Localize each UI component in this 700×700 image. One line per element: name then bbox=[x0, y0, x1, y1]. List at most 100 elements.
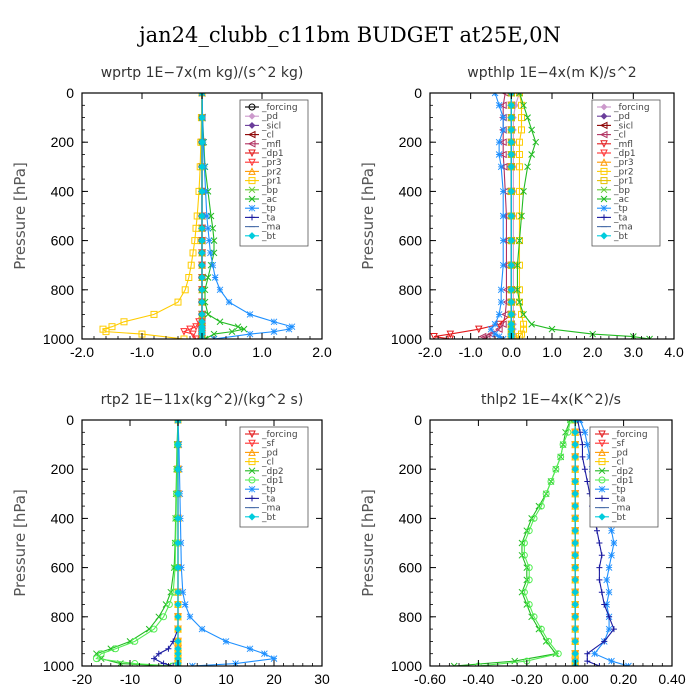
data-point_bt bbox=[571, 490, 579, 498]
y-tick-label: 400 bbox=[51, 183, 75, 199]
data-point_tp bbox=[499, 188, 507, 195]
data-point_ac bbox=[204, 311, 212, 318]
data-point_tp bbox=[591, 650, 598, 658]
y-axis-label: Pressure [hPa] bbox=[11, 162, 29, 270]
data-point_dp2 bbox=[535, 625, 543, 633]
data-point_tp bbox=[487, 325, 495, 333]
data-point_bt bbox=[571, 563, 579, 572]
y-tick-label: 400 bbox=[399, 183, 423, 199]
legend-marker bbox=[600, 149, 608, 158]
data-point_tp bbox=[285, 325, 293, 333]
legend-marker bbox=[247, 130, 256, 139]
data-point_bt bbox=[571, 428, 579, 437]
legend-entry: _cl bbox=[611, 458, 624, 468]
data-point_ta bbox=[165, 645, 172, 652]
legend-marker bbox=[248, 232, 256, 240]
legend-entry: _dp1 bbox=[261, 476, 284, 486]
data-point_pr1 bbox=[191, 237, 199, 245]
data-point_tp bbox=[581, 428, 589, 436]
data-point_dp1 bbox=[131, 660, 139, 666]
data-point_ac bbox=[528, 320, 536, 328]
data-point_tp bbox=[261, 650, 268, 658]
data-point_pr2 bbox=[515, 286, 523, 294]
data-point_dp1 bbox=[545, 637, 553, 645]
legend-entry: _tp bbox=[611, 485, 626, 495]
data-point_dp1 bbox=[537, 625, 545, 633]
data-point_ac bbox=[209, 224, 217, 232]
data-point_tp bbox=[495, 333, 503, 339]
legend-marker bbox=[600, 167, 608, 175]
x-tick-label: -20 bbox=[72, 671, 92, 687]
data-point_ac bbox=[240, 325, 248, 333]
legend-entry: _ma bbox=[611, 504, 631, 514]
data-point_bt bbox=[507, 298, 516, 306]
data-point_bt bbox=[571, 502, 579, 510]
y-tick-label: 800 bbox=[51, 282, 75, 298]
data-point_dp1 bbox=[112, 645, 120, 653]
data-point_bt bbox=[571, 539, 579, 547]
series-line_dp2 bbox=[454, 420, 571, 666]
x-tick-label: -0.20 bbox=[511, 671, 543, 687]
data-point_pr1 bbox=[120, 318, 128, 326]
data-point_bt bbox=[174, 625, 182, 633]
data-point_dp1 bbox=[552, 465, 560, 473]
data-point_pr1 bbox=[102, 328, 110, 336]
legend-marker bbox=[248, 204, 256, 212]
data-point_dp1 bbox=[547, 478, 555, 485]
series-line_ta bbox=[577, 420, 615, 666]
y-tick-label: 600 bbox=[51, 560, 75, 576]
legend-entry: _pr3 bbox=[613, 158, 634, 168]
data-point_dp1 bbox=[520, 588, 528, 596]
data-point_tp bbox=[198, 625, 206, 633]
legend-entry: _bt bbox=[611, 513, 626, 523]
y-tick-label: 200 bbox=[399, 134, 423, 150]
data-point_pr3 bbox=[192, 335, 200, 339]
data-point_tp bbox=[610, 539, 618, 547]
legend-entry: _pd bbox=[611, 448, 628, 458]
data-point_bt bbox=[174, 588, 182, 596]
data-point_ac bbox=[528, 126, 536, 134]
legend-entry: _pr1 bbox=[261, 177, 282, 187]
x-tick-label: 0.40 bbox=[658, 671, 685, 687]
data-point_ac bbox=[204, 274, 212, 281]
data-point_ta bbox=[155, 650, 162, 657]
data-point_tp bbox=[605, 588, 613, 596]
data-point_dp1 bbox=[554, 650, 562, 658]
data-point_ta bbox=[596, 564, 603, 571]
legend-entry: _pd bbox=[261, 448, 278, 458]
data-point_tp bbox=[605, 564, 613, 571]
legend-entry: _pr2 bbox=[613, 167, 634, 177]
panel-title: rtp2 1E−11x(kg^2)/(kg^2 s) bbox=[101, 392, 304, 408]
data-point_dp1 bbox=[525, 576, 533, 584]
legend-entry: _sf bbox=[611, 439, 625, 449]
data-point_ac bbox=[234, 323, 242, 331]
data-point_tp bbox=[495, 138, 503, 146]
data-point_pr2 bbox=[520, 325, 528, 333]
legend-marker bbox=[598, 430, 606, 439]
legend-marker bbox=[248, 513, 256, 521]
data-point_bt bbox=[507, 187, 516, 196]
data-point_bt bbox=[507, 126, 516, 134]
data-point_tp bbox=[491, 330, 499, 338]
data-point_bt bbox=[507, 212, 516, 220]
data-point_dp1 bbox=[520, 551, 528, 559]
legend-marker bbox=[248, 112, 256, 120]
data-point_bt bbox=[507, 138, 516, 146]
data-point_ac bbox=[548, 325, 556, 333]
data-point_bt bbox=[507, 310, 516, 319]
data-point_tp bbox=[209, 261, 217, 269]
y-tick-label: 800 bbox=[51, 609, 75, 625]
data-point_bt bbox=[571, 453, 579, 461]
data-point_tp bbox=[583, 441, 591, 448]
data-point_bt bbox=[198, 138, 206, 146]
data-point_dp1 bbox=[559, 441, 567, 449]
legend-entry: _tp bbox=[261, 485, 276, 495]
data-point_pr1 bbox=[108, 323, 116, 331]
data-point_tp bbox=[186, 613, 194, 621]
data-point_pr3 bbox=[189, 330, 197, 339]
data-point_pr2 bbox=[520, 320, 528, 328]
data-point_bt bbox=[198, 261, 206, 269]
y-tick-label: 200 bbox=[51, 134, 75, 150]
data-point_bt bbox=[571, 465, 579, 473]
data-point_dp1 bbox=[92, 655, 100, 663]
